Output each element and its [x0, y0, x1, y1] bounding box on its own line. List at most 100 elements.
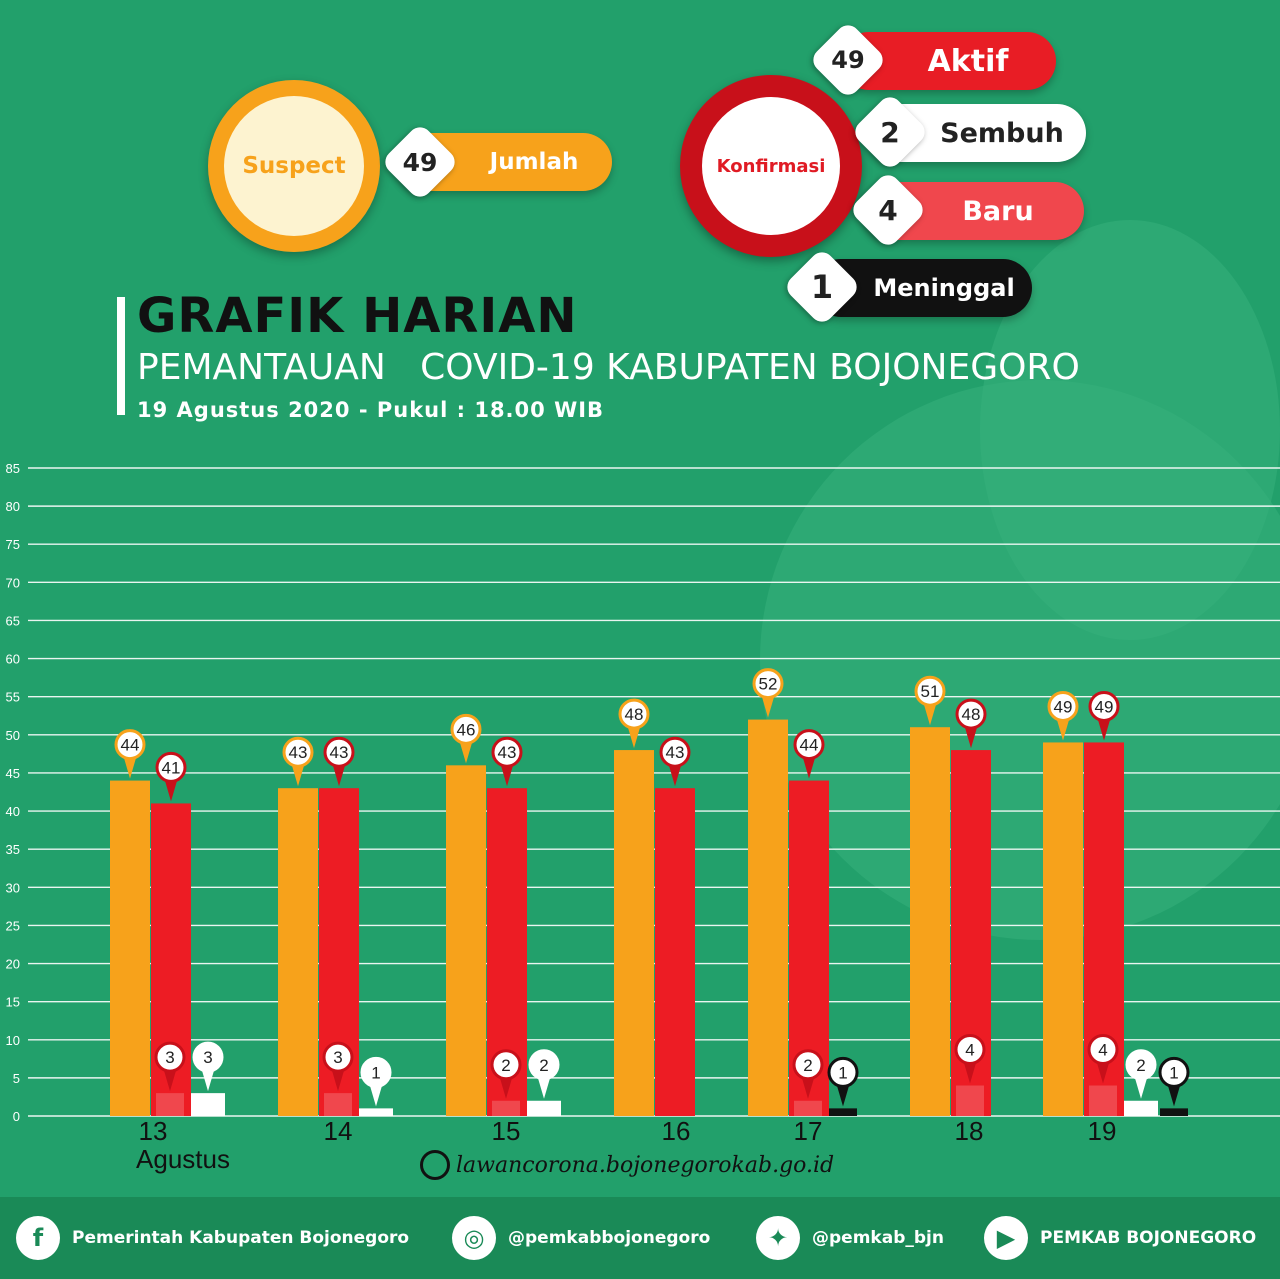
data-label-meninggal: 1 — [1169, 1063, 1178, 1082]
y-tick-label: 65 — [6, 613, 20, 628]
marker-circle — [1047, 690, 1079, 722]
baru-label: Baru — [962, 195, 1034, 227]
bar-suspect — [748, 719, 788, 1116]
konfirmasi-circle: Konfirmasi — [680, 75, 862, 257]
marker-pin — [291, 762, 305, 787]
chart-subtitle: PEMANTAUAN COVID-19 KABUPATEN BOJONEGORO — [137, 347, 1080, 388]
marker-circle — [528, 1049, 560, 1081]
bar-suspect — [278, 788, 318, 1116]
data-label-baru: 2 — [803, 1056, 812, 1075]
data-label-baru: 4 — [965, 1041, 974, 1060]
marker-pin — [331, 1067, 345, 1092]
bar-sembuh — [191, 1093, 225, 1116]
data-label-aktif: 44 — [800, 736, 819, 755]
baru-count: 4 — [878, 193, 898, 227]
bar-meninggal — [829, 1108, 857, 1116]
instagram-icon: ◎ — [452, 1216, 496, 1260]
marker-circle — [793, 729, 825, 761]
bar-aktif — [655, 788, 695, 1116]
y-tick-label: 30 — [6, 880, 20, 895]
aktif-label: Aktif — [927, 43, 1009, 79]
marker-pin — [1167, 1082, 1181, 1107]
marker-pin — [500, 762, 514, 787]
aktif-count: 49 — [831, 46, 865, 74]
chart-date: 19 Agustus 2020 - Pukul : 18.00 WIB — [137, 398, 605, 422]
twitter-link[interactable]: ✦ @pemkab_bjn — [756, 1216, 944, 1260]
marker-circle — [792, 1049, 824, 1081]
footer-bar — [0, 1197, 1280, 1279]
marker-circle — [1087, 1034, 1119, 1066]
marker-circle — [154, 1041, 186, 1073]
data-label-suspect: 48 — [625, 705, 644, 724]
marker-circle — [192, 1041, 224, 1073]
chart-title: GRAFIK HARIAN — [137, 288, 578, 344]
suspect-label: Suspect — [242, 153, 346, 179]
bar-suspect — [614, 750, 654, 1116]
marker-pin — [627, 724, 641, 749]
marker-circle — [114, 729, 146, 761]
x-tick-label: 15 — [492, 1116, 521, 1146]
marker-pin — [963, 1059, 977, 1084]
y-tick-label: 25 — [6, 918, 20, 933]
bar-sembuh — [1124, 1100, 1158, 1116]
bar-baru — [794, 1100, 822, 1116]
data-label-baru: 2 — [501, 1056, 510, 1075]
x-tick-label: 19 — [1088, 1116, 1117, 1146]
marker-circle — [450, 713, 482, 745]
data-label-suspect: 43 — [289, 743, 308, 762]
x-tick-label: 13 — [139, 1116, 168, 1146]
y-tick-label: 15 — [6, 995, 20, 1010]
marker-circle — [1158, 1056, 1190, 1088]
marker-pin — [1097, 716, 1111, 741]
x-axis-sublabel: Agustus — [136, 1144, 230, 1174]
y-tick-label: 75 — [6, 537, 20, 552]
facebook-link[interactable]: f Pemerintah Kabupaten Bojonegoro — [16, 1216, 409, 1260]
marker-pin — [201, 1067, 215, 1092]
sembuh-count: 2 — [880, 115, 900, 149]
marker-circle — [1125, 1049, 1157, 1081]
marker-circle — [954, 1034, 986, 1066]
marker-pin — [164, 777, 178, 802]
marker-circle — [490, 1049, 522, 1081]
marker-circle — [955, 698, 987, 730]
data-label-aktif: 43 — [330, 743, 349, 762]
marker-pin — [332, 762, 346, 787]
data-label-suspect: 52 — [759, 675, 778, 694]
bar-suspect — [110, 780, 150, 1116]
bar-baru — [492, 1100, 520, 1116]
youtube-link[interactable]: ▶ PEMKAB BOJONEGORO — [984, 1216, 1256, 1260]
marker-pin — [1096, 1059, 1110, 1084]
marker-pin — [836, 1082, 850, 1107]
marker-circle — [752, 668, 784, 700]
data-label-sembuh: 2 — [1136, 1056, 1145, 1075]
data-label-aktif: 48 — [962, 705, 981, 724]
data-label-suspect: 49 — [1054, 697, 1073, 716]
youtube-label: PEMKAB BOJONEGORO — [1040, 1228, 1257, 1248]
marker-circle — [491, 736, 523, 768]
marker-pin — [761, 693, 775, 718]
data-label-sembuh: 1 — [371, 1063, 380, 1082]
globe-icon — [420, 1150, 450, 1180]
twitter-label: @pemkab_bjn — [812, 1228, 944, 1248]
instagram-link[interactable]: ◎ @pemkabbojonegoro — [452, 1216, 710, 1260]
marker-circle — [914, 675, 946, 707]
bar-suspect — [446, 765, 486, 1116]
bar-suspect — [910, 727, 950, 1116]
y-tick-label: 85 — [6, 461, 20, 476]
data-label-baru: 3 — [333, 1048, 342, 1067]
marker-pin — [459, 739, 473, 764]
bar-baru — [956, 1085, 984, 1116]
marker-circle — [1088, 690, 1120, 722]
data-label-aktif: 41 — [162, 758, 181, 777]
meninggal-label: Meninggal — [873, 274, 1015, 302]
website-link[interactable]: lawancorona.bojonegorokab.go.id — [420, 1150, 834, 1180]
data-label-aktif: 43 — [666, 743, 685, 762]
marker-pin — [369, 1082, 383, 1107]
marker-pin — [499, 1074, 513, 1099]
data-label-aktif: 49 — [1095, 697, 1114, 716]
y-tick-label: 80 — [6, 499, 20, 514]
marker-circle — [323, 736, 355, 768]
marker-circle — [322, 1041, 354, 1073]
